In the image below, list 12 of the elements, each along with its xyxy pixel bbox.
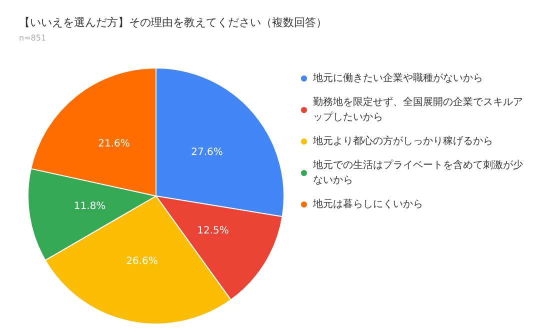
chart-title: 【いいえを選んだ方】その理由を教えてください（複数回答） <box>19 16 327 29</box>
legend-label: 地元での生活はプライベートを含めて刺激が少ないから <box>312 159 523 186</box>
data-label: 26.6% <box>126 256 158 268</box>
legend-label: 地元は暮らしにくいから <box>312 198 423 210</box>
data-label: 11.8% <box>74 200 106 212</box>
data-label: 12.5% <box>197 226 229 237</box>
legend-label: 地元に働きたい企業や職種がないから <box>312 72 483 84</box>
chart-subtitle: n=851 <box>19 34 46 42</box>
legend-label: 勤務地を限定せず、全国展開の企業でスキルアップしたいから <box>313 96 523 123</box>
legend-label: 地元より都心の方がしっかり稼げるから <box>312 135 493 147</box>
data-label: 21.6% <box>98 138 130 150</box>
data-label: 27.6% <box>191 147 223 158</box>
